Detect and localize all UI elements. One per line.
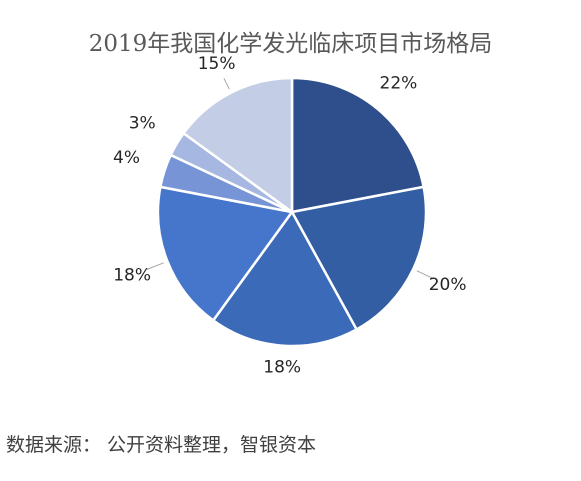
- pie-slice-1: [290, 76, 425, 214]
- pie-slice-7: [182, 76, 294, 214]
- data-label-1: 22%: [380, 73, 418, 93]
- pie-slice-2: [290, 185, 428, 331]
- leader-lines: [146, 78, 434, 279]
- data-label-2: 20%: [429, 275, 467, 295]
- data-label-4: 18%: [113, 265, 151, 285]
- leader-line-2: [416, 270, 434, 279]
- data-label-5: 4%: [113, 148, 140, 168]
- pie-slices: [156, 76, 428, 348]
- data-labels: 22% 20% 18% 18% 4% 3% 15%: [113, 54, 466, 378]
- chart-title: 2019年我国化学发光临床项目市场格局: [88, 31, 493, 57]
- data-label-7: 15%: [198, 54, 236, 74]
- source-note: 数据来源： 公开资料整理，智银资本: [6, 434, 317, 456]
- pie-slice-3: [211, 210, 358, 348]
- data-label-3: 18%: [263, 358, 301, 378]
- leader-line-4: [146, 262, 164, 270]
- data-label-6: 3%: [129, 113, 156, 133]
- pie-slice-4: [156, 185, 294, 322]
- leader-line-7: [223, 78, 230, 90]
